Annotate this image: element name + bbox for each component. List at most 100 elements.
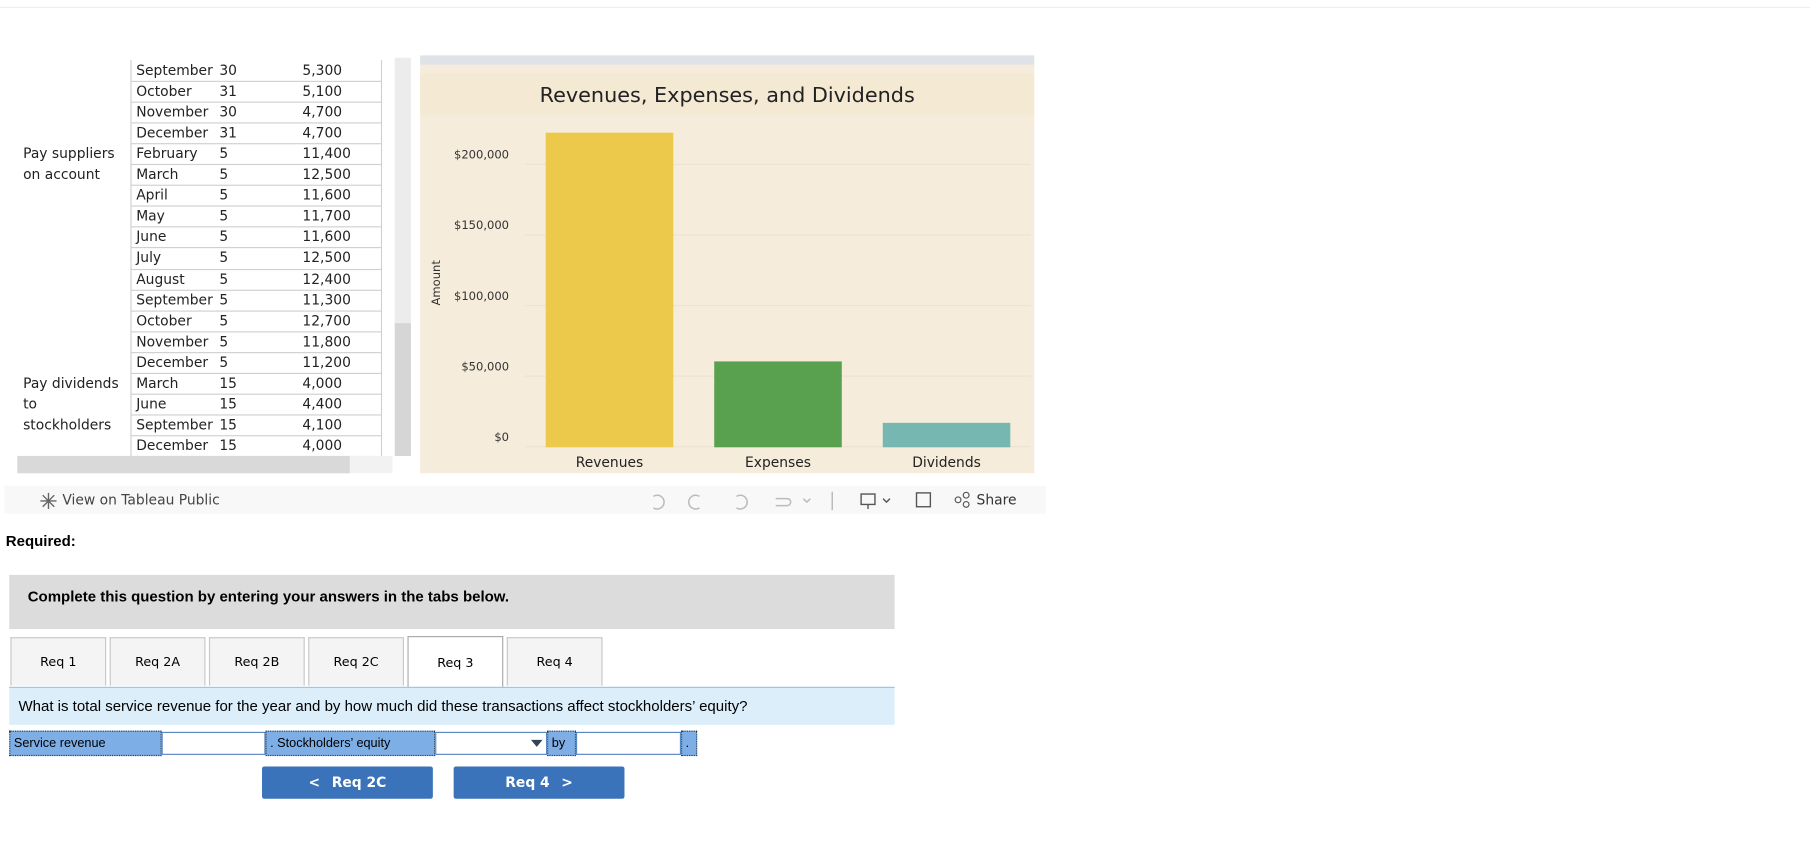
table-cell: 11,600: [302, 229, 351, 246]
table-cell: 5: [219, 208, 229, 225]
title-band: [420, 73, 1035, 116]
y-tick-label: $0: [494, 430, 509, 444]
row-rule: [130, 101, 381, 103]
row-rule: [130, 185, 381, 187]
y-tick-label: $50,000: [461, 359, 509, 373]
view-link[interactable]: View on Tableau Public: [62, 491, 220, 508]
dropdown-arrow: [530, 739, 543, 747]
table-cell: 30: [219, 62, 237, 79]
data-table: September 30 5,300 October 31 5,100 November 30…: [0, 0, 416, 476]
table-cell: 11,600: [302, 187, 351, 204]
table-cell: 31: [219, 83, 237, 100]
group-label: on account: [23, 166, 100, 183]
table-edge: [380, 60, 383, 456]
table-cell: 4,400: [302, 395, 343, 412]
row-rule: [130, 164, 381, 166]
table-cell: 11,400: [302, 145, 351, 162]
table-cell: 12,500: [302, 249, 351, 266]
group-label: Pay suppliers: [23, 145, 115, 162]
table-cell: 31: [219, 124, 237, 141]
row-rule: [130, 247, 381, 249]
row-rule: [130, 289, 381, 291]
table-cell: July: [136, 249, 162, 266]
table-cell: 5: [219, 291, 229, 308]
table-cell: 4,100: [302, 416, 343, 433]
table-cell: November: [136, 333, 209, 350]
tab[interactable]: Req 3: [407, 636, 504, 688]
table-cell: December: [136, 124, 209, 141]
equity-label: . Stockholders’ equity: [265, 730, 436, 757]
table-cell: 15: [219, 374, 237, 392]
table-cell: 11,200: [302, 354, 351, 371]
table-cell: December: [136, 437, 209, 454]
y-axis-label: Amount: [429, 260, 443, 306]
table-cell: 11,800: [302, 333, 351, 350]
table-cell: 12,400: [302, 270, 351, 287]
tab[interactable]: Req 2C: [308, 637, 405, 686]
row-rule: [130, 372, 381, 374]
row-rule: [130, 122, 381, 124]
table-edge: [130, 60, 132, 456]
tab[interactable]: Req 1: [10, 637, 107, 686]
table-cell: 5,300: [302, 62, 343, 79]
group-label: to: [23, 395, 37, 412]
question-band: [9, 686, 895, 725]
prev-button[interactable]: < Req 2C: [262, 766, 433, 799]
next-label: Req 4: [505, 774, 550, 791]
y-tick-label: $150,000: [454, 218, 509, 232]
toolbar-icons: [652, 491, 970, 511]
instruction-box: [9, 574, 895, 630]
table-cell: 4,700: [302, 103, 343, 121]
equity-select[interactable]: [435, 731, 548, 755]
next-arrow: >: [561, 774, 573, 791]
v-scroll-thumb[interactable]: [394, 323, 411, 456]
revenue-input[interactable]: [161, 731, 266, 755]
table-cell: March: [136, 166, 179, 183]
table-cell: May: [136, 208, 165, 225]
share-button[interactable]: Share: [976, 491, 1017, 508]
table-cell: 11,700: [302, 208, 351, 225]
table-cell: 4,000: [302, 437, 343, 454]
table-cell: March: [136, 374, 179, 392]
tab[interactable]: Req 4: [506, 637, 603, 686]
table-cell: 5: [219, 249, 229, 266]
table-cell: April: [136, 187, 168, 204]
table-cell: December: [136, 354, 209, 371]
table-cell: 11,300: [302, 291, 351, 308]
table-cell: 5: [219, 187, 229, 204]
table-cell: 5: [219, 145, 229, 162]
row-rule: [130, 80, 381, 83]
h-scroll-thumb[interactable]: [17, 455, 350, 474]
group-label: stockholders: [23, 416, 112, 433]
top-rule: [0, 6, 1810, 9]
table-cell: November: [136, 103, 209, 121]
table-cell: June: [136, 395, 167, 412]
table-cell: 5: [219, 270, 229, 287]
row-rule: [130, 310, 381, 312]
next-button[interactable]: Req 4 >: [453, 766, 625, 799]
table-cell: 4,700: [302, 124, 343, 141]
end-label: .: [681, 730, 698, 757]
bar: [882, 422, 1011, 448]
table-cell: 15: [219, 395, 237, 412]
y-tick-label: $200,000: [454, 148, 509, 162]
table-cell: September: [136, 62, 213, 79]
table-cell: February: [136, 145, 198, 162]
row-rule: [130, 435, 381, 437]
prev-arrow: <: [308, 774, 321, 791]
tableau-icon: [40, 492, 57, 510]
row-rule: [130, 268, 381, 270]
table-cell: 4,000: [302, 374, 343, 392]
row-rule: [130, 393, 381, 395]
table-cell: September: [136, 291, 213, 308]
chart-title: Revenues, Expenses, and Dividends: [540, 83, 915, 107]
tab[interactable]: Req 2B: [208, 637, 305, 686]
tab[interactable]: Req 2A: [109, 637, 206, 686]
table-cell: June: [136, 229, 167, 246]
equity-input[interactable]: [575, 731, 682, 755]
table-cell: 5: [219, 166, 229, 183]
row-rule: [130, 205, 381, 208]
table-cell: 5: [219, 229, 229, 246]
x-tick-label: Expenses: [745, 455, 811, 471]
